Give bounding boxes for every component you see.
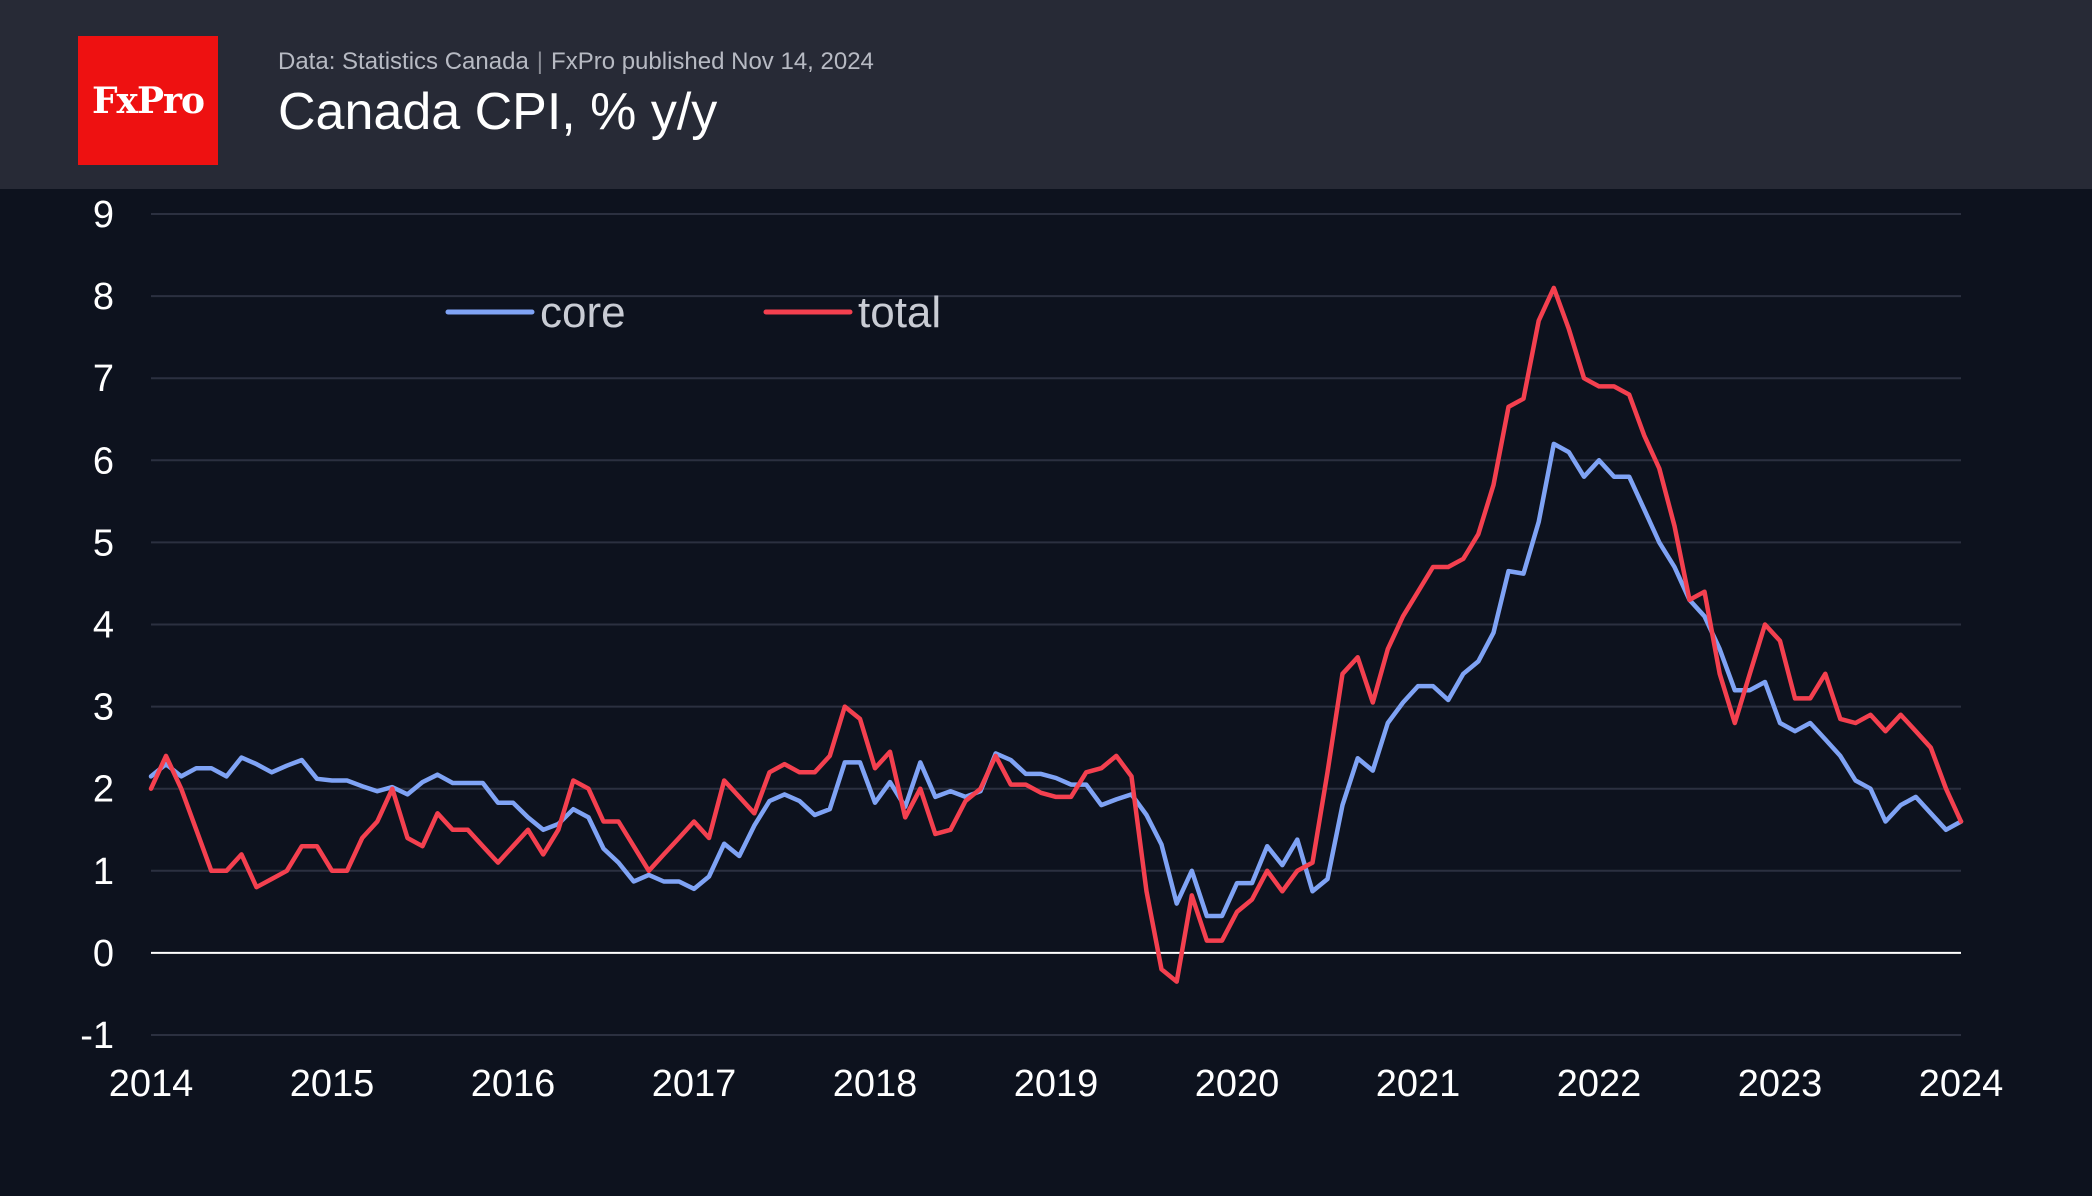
cpi-line-chart: -1 0 1 2 3 4 5 6 7 8 9 2014 2015 2016 2017 2018 2019 202… — [80, 194, 2004, 1105]
x-tick-label: 2015 — [290, 1063, 375, 1105]
y-tick-label: 4 — [93, 605, 114, 647]
y-axis-ticks: -1 0 1 2 3 4 5 6 7 8 9 — [80, 194, 114, 1057]
x-tick-label: 2024 — [1919, 1063, 2004, 1105]
x-tick-label: 2019 — [1014, 1063, 1099, 1105]
legend: core total — [445, 288, 941, 337]
series-lines — [148, 285, 1964, 984]
x-tick-label: 2020 — [1195, 1063, 1280, 1105]
x-tick-label: 2021 — [1376, 1063, 1461, 1105]
x-tick-label: 2023 — [1738, 1063, 1823, 1105]
y-tick-label: 1 — [93, 851, 114, 893]
y-tick-label: 6 — [93, 440, 114, 482]
y-tick-label: 9 — [93, 194, 114, 236]
y-tick-label: 7 — [93, 358, 114, 400]
series-line-total — [148, 285, 1964, 984]
x-tick-label: 2017 — [652, 1063, 737, 1105]
data-source: Data: Statistics Canada — [278, 48, 529, 75]
y-tick-label: 0 — [93, 933, 114, 975]
x-axis-ticks: 2014 2015 2016 2017 2018 2019 2020 2021 2022 2023… — [109, 1063, 2004, 1105]
legend-label-total: total — [858, 288, 941, 337]
published-date: FxPro published Nov 14, 2024 — [551, 48, 874, 75]
logo-text: FxPro — [91, 79, 205, 122]
y-tick-label: 2 — [93, 769, 114, 811]
series-line-core — [148, 441, 1964, 919]
y-tick-label: -1 — [80, 1015, 114, 1057]
grid-lines — [151, 213, 1961, 1036]
x-tick-label: 2018 — [833, 1063, 918, 1105]
x-tick-label: 2014 — [109, 1063, 194, 1105]
x-tick-label: 2016 — [471, 1063, 556, 1105]
page-title: Canada CPI, % y/y — [278, 83, 718, 141]
y-tick-label: 3 — [93, 687, 114, 729]
source-separator: | — [536, 48, 544, 75]
x-tick-label: 2022 — [1557, 1063, 1642, 1105]
fxpro-logo: FxPro — [78, 36, 218, 165]
y-tick-label: 5 — [93, 522, 114, 564]
header-bar: FxPro Data: Statistics Canada | FxPro publ… — [0, 0, 2092, 189]
source-line: Data: Statistics Canada | FxPro published … — [278, 48, 874, 76]
y-tick-label: 8 — [93, 276, 114, 318]
legend-label-core: core — [540, 288, 626, 337]
